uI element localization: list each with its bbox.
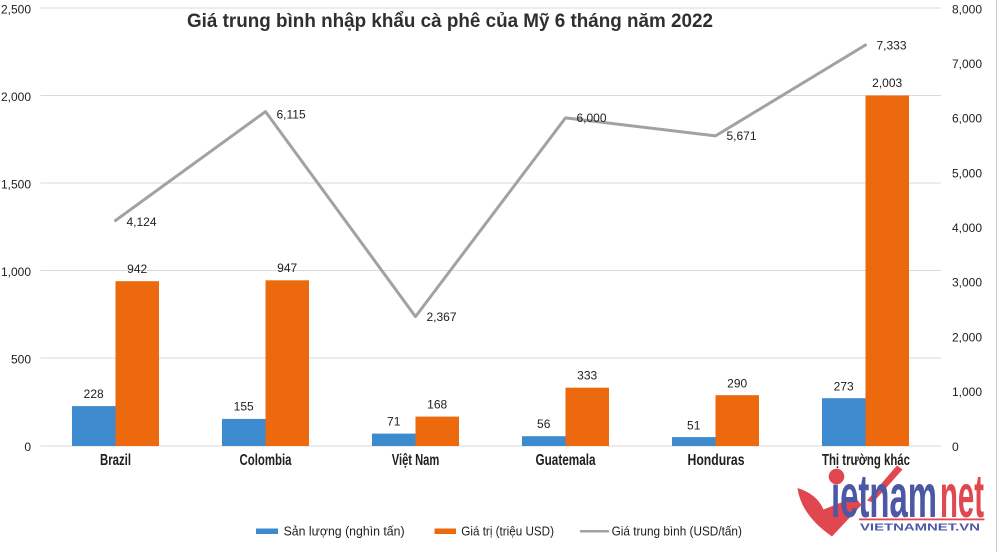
svg-text:Guatemala: Guatemala	[536, 452, 596, 469]
svg-text:Honduras: Honduras	[688, 452, 745, 469]
svg-text:Colombia: Colombia	[240, 452, 292, 469]
svg-text:3,000: 3,000	[952, 276, 982, 290]
svg-text:2,003: 2,003	[872, 76, 902, 90]
svg-text:Việt Nam: Việt Nam	[392, 452, 440, 469]
svg-text:500: 500	[11, 352, 31, 366]
svg-text:2,000: 2,000	[1, 90, 31, 104]
svg-text:8,000: 8,000	[952, 2, 982, 16]
svg-text:71: 71	[387, 414, 401, 428]
svg-text:net: net	[940, 463, 984, 531]
svg-text:947: 947	[277, 261, 297, 275]
svg-text:5,000: 5,000	[952, 166, 982, 180]
svg-text:1,000: 1,000	[952, 385, 982, 399]
svg-text:Giá trị (triệu USD): Giá trị (triệu USD)	[461, 525, 554, 539]
svg-text:51: 51	[687, 418, 701, 432]
svg-text:2,367: 2,367	[427, 310, 457, 324]
svg-text:6,000: 6,000	[952, 112, 982, 126]
svg-text:ıetnam: ıetnam	[831, 463, 937, 531]
svg-text:1,500: 1,500	[1, 177, 31, 191]
svg-text:4,124: 4,124	[127, 215, 157, 229]
svg-text:VIETNAMNET.VN: VIETNAMNET.VN	[860, 522, 980, 534]
svg-text:228: 228	[84, 387, 104, 401]
svg-text:1,000: 1,000	[1, 265, 31, 279]
svg-text:4,000: 4,000	[952, 221, 982, 235]
svg-text:2,000: 2,000	[952, 330, 982, 344]
svg-text:273: 273	[834, 379, 854, 393]
svg-text:0: 0	[24, 440, 31, 454]
svg-text:Giá trung bình (USD/tấn): Giá trung bình (USD/tấn)	[612, 525, 742, 539]
svg-text:56: 56	[537, 417, 551, 431]
svg-text:7,000: 7,000	[952, 57, 982, 71]
svg-text:6,000: 6,000	[577, 111, 607, 125]
svg-text:Giá trung bình nhập khẩu cà ph: Giá trung bình nhập khẩu cà phê của Mỹ 6…	[187, 10, 713, 32]
svg-text:6,115: 6,115	[277, 107, 306, 121]
svg-text:2,500: 2,500	[1, 2, 31, 16]
svg-text:Thị trường khác: Thị trường khác	[822, 452, 910, 469]
svg-text:155: 155	[234, 400, 254, 414]
svg-text:Brazil: Brazil	[100, 452, 131, 469]
svg-text:0: 0	[952, 440, 959, 454]
svg-text:333: 333	[577, 368, 597, 382]
svg-text:168: 168	[427, 397, 447, 411]
svg-text:290: 290	[727, 376, 747, 390]
svg-text:7,333: 7,333	[877, 38, 907, 52]
svg-text:942: 942	[127, 262, 147, 276]
svg-text:Sản lượng (nghìn tấn): Sản lượng (nghìn tấn)	[284, 525, 405, 539]
svg-text:5,671: 5,671	[727, 129, 757, 143]
